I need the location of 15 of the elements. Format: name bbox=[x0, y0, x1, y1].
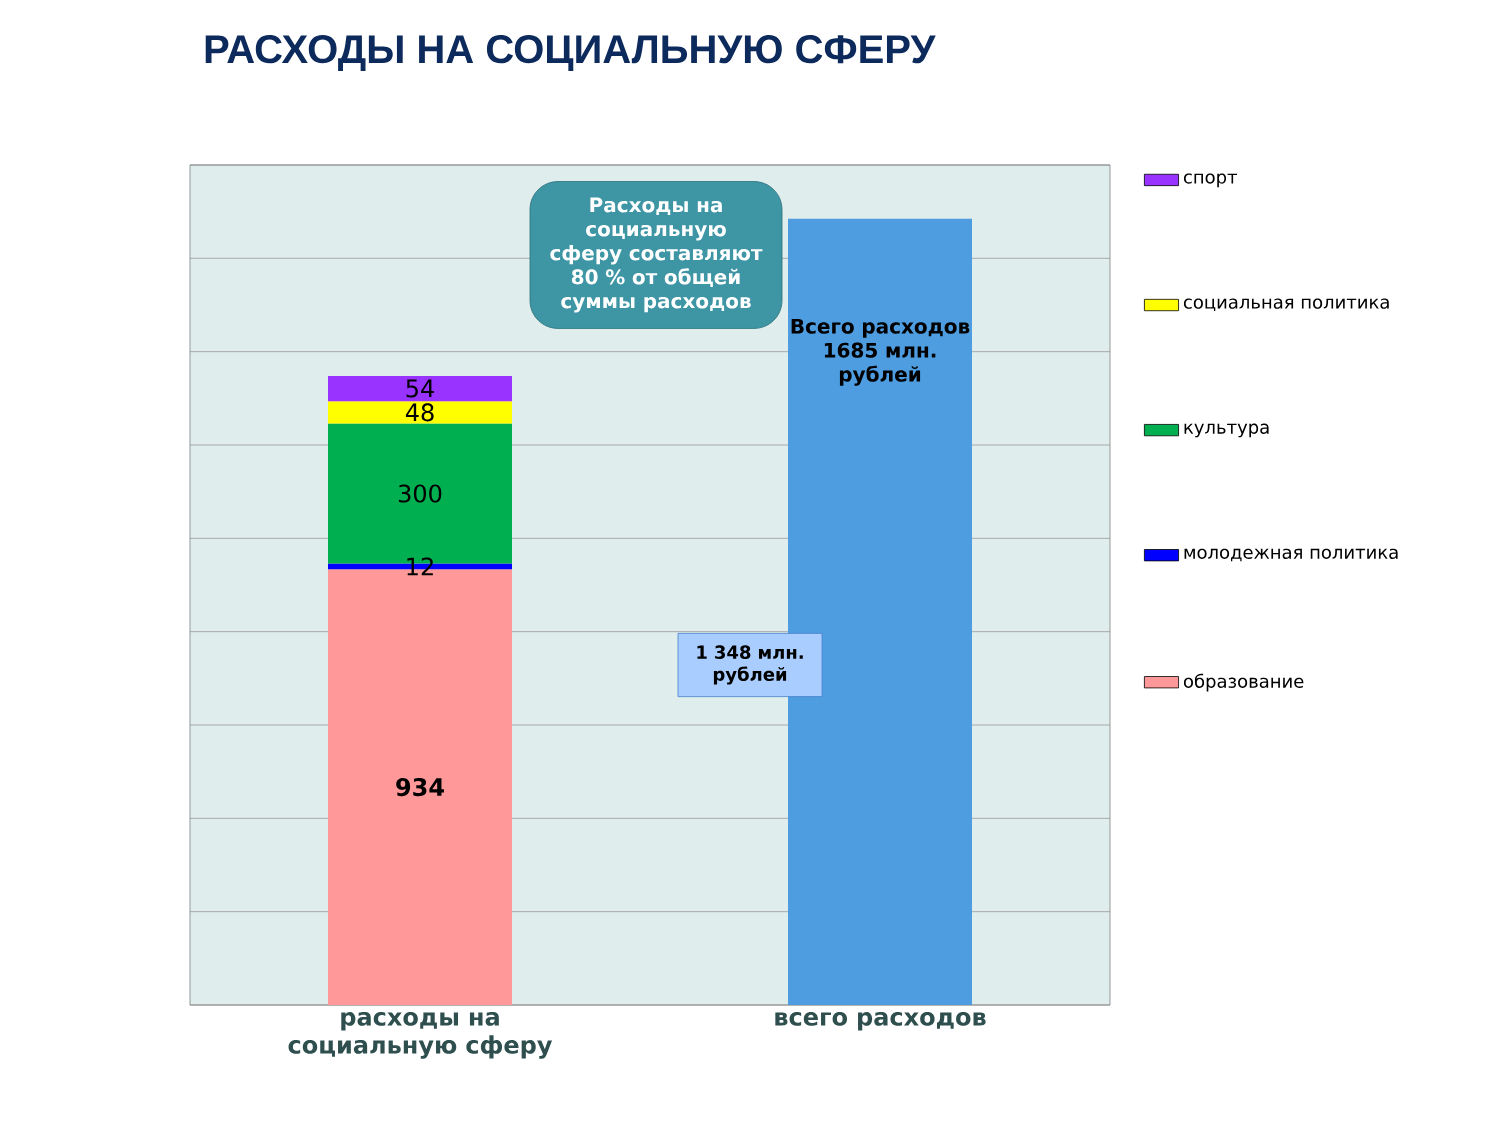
annotation: Расходы на социальную сферу составляют 80 % от общей суммы расходов bbox=[550, 197, 763, 313]
data-label: 48 bbox=[405, 403, 434, 422]
legend-label: спорт bbox=[1183, 173, 1238, 188]
annotation: 1 348 млн. рублей bbox=[697, 645, 803, 685]
data-label: Всего расходов 1685 млн. рублей bbox=[791, 318, 970, 386]
legend-label: культура bbox=[1184, 423, 1269, 438]
data-label: 54 bbox=[406, 379, 434, 398]
x-tick-label: расходы на социальную сферу bbox=[288, 1012, 553, 1059]
data-label: 300 bbox=[398, 484, 442, 503]
chart-title: РАСХОДЫ НА СОЦИАЛЬНУЮ СФЕРУ bbox=[205, 35, 936, 71]
legend-label: молодежная политика bbox=[1184, 548, 1398, 562]
legend-label: социальная политика bbox=[1183, 298, 1389, 312]
data-label: 934 bbox=[396, 777, 444, 797]
x-tick-label: всего расходов bbox=[775, 1012, 986, 1031]
legend-label: образование bbox=[1183, 673, 1304, 692]
